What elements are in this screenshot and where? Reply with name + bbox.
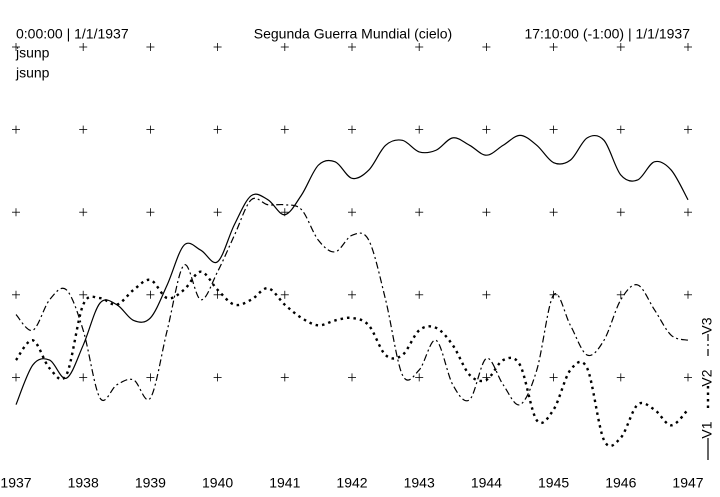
grid-cross bbox=[415, 290, 424, 299]
grid-cross bbox=[616, 125, 625, 134]
grid-cross bbox=[616, 208, 625, 217]
x-tick-label: 1946 bbox=[605, 475, 636, 491]
grid-cross bbox=[684, 125, 692, 134]
grid-cross bbox=[12, 290, 20, 299]
grid-cross bbox=[79, 208, 88, 217]
grid-cross bbox=[12, 125, 20, 134]
grid-cross bbox=[12, 373, 20, 382]
grid-cross bbox=[415, 125, 424, 134]
subtitle: jsunp bbox=[15, 45, 50, 61]
grid-cross bbox=[549, 373, 558, 382]
grid-cross bbox=[348, 373, 356, 382]
grid-cross bbox=[415, 373, 424, 382]
x-tick-label: 1941 bbox=[269, 475, 300, 491]
grid-cross bbox=[684, 373, 692, 382]
series-line bbox=[15, 134, 689, 405]
grid-cross bbox=[549, 208, 558, 217]
series-line bbox=[15, 197, 689, 406]
grid-cross bbox=[348, 290, 356, 299]
grid-cross bbox=[213, 208, 222, 217]
grid-cross bbox=[280, 373, 289, 382]
x-tick-label: 1947 bbox=[672, 475, 703, 491]
grid-cross bbox=[280, 43, 289, 51]
grid-cross bbox=[146, 290, 155, 299]
grid-cross bbox=[482, 373, 491, 382]
grid-cross bbox=[213, 290, 222, 299]
grid-cross bbox=[146, 125, 155, 134]
grid-cross bbox=[348, 208, 356, 217]
x-tick-label: 1943 bbox=[404, 475, 435, 491]
subtitle: jsunp bbox=[15, 65, 50, 81]
grid-cross bbox=[684, 43, 692, 51]
x-tick-label: 1938 bbox=[68, 475, 99, 491]
grid-cross bbox=[482, 43, 491, 51]
grid-cross bbox=[213, 125, 222, 134]
grid-cross bbox=[482, 125, 491, 134]
series-line bbox=[15, 270, 689, 448]
grid-cross bbox=[146, 373, 155, 382]
grid-cross bbox=[213, 43, 222, 51]
grid-cross bbox=[549, 43, 558, 51]
grid-cross bbox=[482, 208, 491, 217]
grid-cross bbox=[79, 43, 88, 51]
grid-cross bbox=[348, 43, 356, 51]
grid-cross bbox=[616, 373, 625, 382]
grid-cross bbox=[684, 208, 692, 217]
x-tick-label: 1944 bbox=[471, 475, 502, 491]
legend-label: V2 bbox=[699, 369, 715, 386]
x-tick-label: 1940 bbox=[202, 475, 233, 491]
grid-cross bbox=[12, 208, 20, 217]
grid-cross bbox=[79, 373, 88, 382]
grid-cross bbox=[146, 43, 155, 51]
x-tick-label: 1942 bbox=[336, 475, 367, 491]
grid-cross bbox=[213, 373, 222, 382]
grid-cross bbox=[482, 290, 491, 299]
grid-cross bbox=[79, 125, 88, 134]
grid-cross bbox=[616, 290, 625, 299]
grid-cross bbox=[616, 43, 625, 51]
x-tick-label: 1937 bbox=[0, 475, 31, 491]
legend-label: V1 bbox=[699, 421, 715, 438]
grid-cross bbox=[280, 290, 289, 299]
x-tick-label: 1945 bbox=[538, 475, 569, 491]
grid-cross bbox=[146, 208, 155, 217]
header-left: 0:00:00 | 1/1/1937 bbox=[16, 26, 129, 42]
grid-cross bbox=[12, 43, 20, 51]
grid-cross bbox=[684, 290, 692, 299]
grid-cross bbox=[415, 208, 424, 217]
grid-cross bbox=[549, 125, 558, 134]
grid-cross bbox=[415, 43, 424, 51]
x-tick-label: 1939 bbox=[135, 475, 166, 491]
grid-cross bbox=[348, 125, 356, 134]
legend-label: V3 bbox=[699, 317, 715, 334]
header-right: 17:10:00 (-1:00) | 1/1/1937 bbox=[524, 26, 690, 42]
grid-cross bbox=[280, 125, 289, 134]
grid-cross bbox=[79, 290, 88, 299]
chart-title: Segunda Guerra Mundial (cielo) bbox=[254, 26, 452, 42]
